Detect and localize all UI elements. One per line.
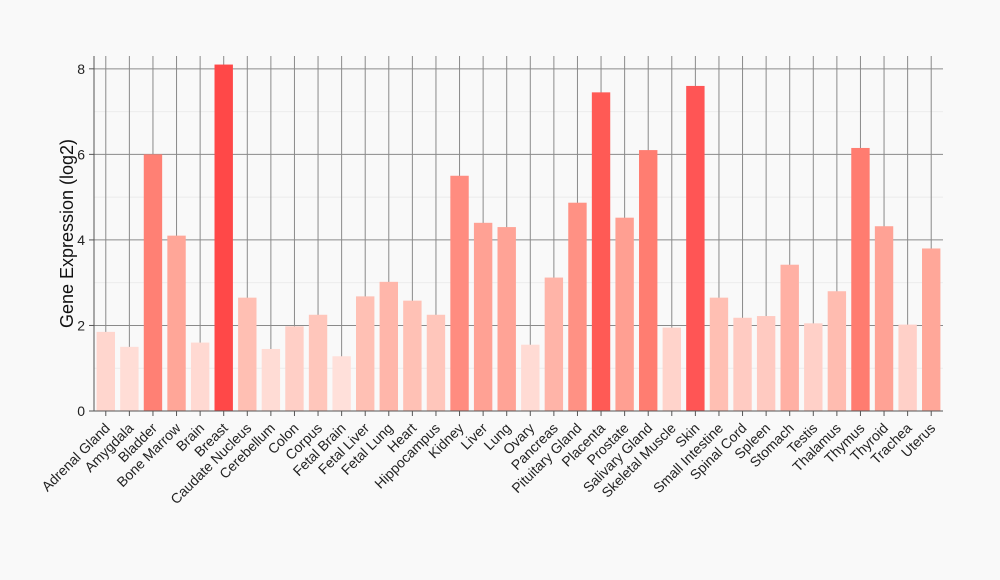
bar-hippocampus (426, 314, 446, 411)
bar-small-intestine (709, 297, 729, 411)
y-tick-label: 0 (77, 403, 85, 419)
bar-spleen (756, 316, 776, 411)
bar-heart (403, 300, 422, 411)
bar-kidney (450, 175, 469, 411)
bar-bone-marrow (167, 235, 186, 411)
bar-thalamus (827, 291, 847, 411)
bar-bladder (143, 154, 163, 412)
y-axis-title: Gene Expression (log2) (57, 139, 77, 328)
bar-pituitary-gland (568, 202, 587, 411)
bar-fetal-lung (379, 281, 398, 411)
bar-cerebellum (261, 348, 281, 411)
bar-breast (214, 64, 233, 412)
y-tick-label: 2 (77, 317, 85, 333)
bars (96, 64, 941, 412)
bar-testis (804, 323, 823, 411)
bar-salivary-gland (639, 150, 658, 412)
bar-spinal-cord (733, 317, 752, 411)
bar-trachea (898, 324, 917, 411)
y-axis: 0 2 4 6 8 (77, 56, 95, 419)
y-tick-label: 4 (77, 232, 85, 248)
bar-brain (190, 342, 210, 411)
bar-prostate (615, 217, 634, 411)
bar-uterus (922, 248, 941, 411)
bar-ovary (521, 344, 540, 411)
bar-lung (497, 227, 516, 411)
bar-liver (473, 222, 493, 411)
bar-corpus (308, 314, 328, 411)
bar-fetal-brain (332, 356, 351, 411)
bar-fetal-liver (356, 296, 375, 411)
y-tick-label: 8 (77, 61, 85, 77)
bar-skeletal-muscle (662, 327, 681, 411)
bar-adrenal-gland (96, 331, 115, 411)
bar-thyroid (874, 226, 894, 411)
bar-pancreas (544, 277, 564, 411)
bar-caudate-nucleus (238, 297, 257, 411)
bar-placenta (591, 92, 611, 412)
bar-stomach (780, 264, 799, 411)
y-tick-label: 6 (77, 146, 85, 162)
bar-skin (686, 85, 705, 411)
bar-amygdala (120, 346, 139, 411)
bar-thymus (851, 147, 870, 411)
bar-colon (285, 326, 304, 411)
